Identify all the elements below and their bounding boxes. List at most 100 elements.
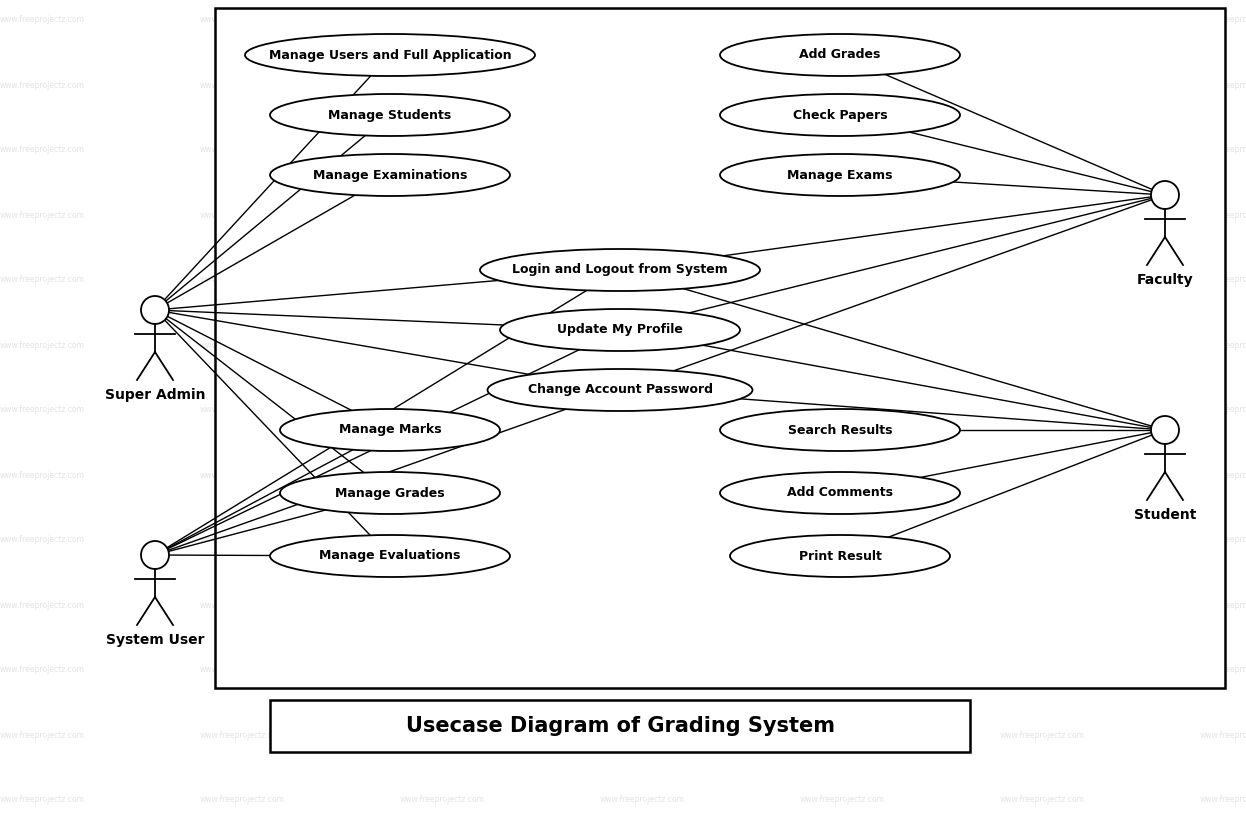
Text: www.freeprojectz.com: www.freeprojectz.com bbox=[800, 16, 885, 25]
Text: www.freeprojectz.com: www.freeprojectz.com bbox=[601, 80, 685, 89]
Text: www.freeprojectz.com: www.freeprojectz.com bbox=[601, 731, 685, 740]
Text: www.freeprojectz.com: www.freeprojectz.com bbox=[400, 16, 485, 25]
Text: www.freeprojectz.com: www.freeprojectz.com bbox=[601, 341, 685, 350]
Text: www.freeprojectz.com: www.freeprojectz.com bbox=[1001, 795, 1085, 804]
Text: Print Result: Print Result bbox=[799, 550, 881, 563]
Text: www.freeprojectz.com: www.freeprojectz.com bbox=[1200, 210, 1246, 219]
Text: www.freeprojectz.com: www.freeprojectz.com bbox=[400, 341, 485, 350]
Text: www.freeprojectz.com: www.freeprojectz.com bbox=[400, 146, 485, 155]
Text: www.freeprojectz.com: www.freeprojectz.com bbox=[800, 210, 885, 219]
Text: www.freeprojectz.com: www.freeprojectz.com bbox=[601, 470, 685, 479]
Text: www.freeprojectz.com: www.freeprojectz.com bbox=[1200, 795, 1246, 804]
Text: www.freeprojectz.com: www.freeprojectz.com bbox=[1200, 341, 1246, 350]
Text: www.freeprojectz.com: www.freeprojectz.com bbox=[0, 210, 85, 219]
Text: www.freeprojectz.com: www.freeprojectz.com bbox=[800, 731, 885, 740]
Text: www.freeprojectz.com: www.freeprojectz.com bbox=[201, 16, 285, 25]
Text: www.freeprojectz.com: www.freeprojectz.com bbox=[800, 275, 885, 284]
Text: www.freeprojectz.com: www.freeprojectz.com bbox=[400, 470, 485, 479]
Text: www.freeprojectz.com: www.freeprojectz.com bbox=[201, 210, 285, 219]
Text: www.freeprojectz.com: www.freeprojectz.com bbox=[201, 341, 285, 350]
Text: www.freeprojectz.com: www.freeprojectz.com bbox=[0, 80, 85, 89]
Text: Manage Exams: Manage Exams bbox=[787, 169, 892, 182]
Text: www.freeprojectz.com: www.freeprojectz.com bbox=[400, 275, 485, 284]
Text: www.freeprojectz.com: www.freeprojectz.com bbox=[1001, 536, 1085, 545]
Ellipse shape bbox=[270, 535, 510, 577]
Text: www.freeprojectz.com: www.freeprojectz.com bbox=[201, 666, 285, 675]
Text: www.freeprojectz.com: www.freeprojectz.com bbox=[1200, 275, 1246, 284]
Text: www.freeprojectz.com: www.freeprojectz.com bbox=[400, 210, 485, 219]
Ellipse shape bbox=[280, 472, 500, 514]
Text: www.freeprojectz.com: www.freeprojectz.com bbox=[601, 16, 685, 25]
Text: www.freeprojectz.com: www.freeprojectz.com bbox=[201, 536, 285, 545]
Text: Check Papers: Check Papers bbox=[792, 108, 887, 121]
Text: www.freeprojectz.com: www.freeprojectz.com bbox=[0, 666, 85, 675]
Text: Manage Evaluations: Manage Evaluations bbox=[319, 550, 461, 563]
Ellipse shape bbox=[270, 94, 510, 136]
Text: www.freeprojectz.com: www.freeprojectz.com bbox=[1200, 731, 1246, 740]
Text: Student: Student bbox=[1134, 508, 1196, 522]
Text: www.freeprojectz.com: www.freeprojectz.com bbox=[800, 405, 885, 414]
Text: Login and Logout from System: Login and Logout from System bbox=[512, 264, 728, 277]
Text: www.freeprojectz.com: www.freeprojectz.com bbox=[601, 666, 685, 675]
Text: www.freeprojectz.com: www.freeprojectz.com bbox=[601, 275, 685, 284]
Text: www.freeprojectz.com: www.freeprojectz.com bbox=[1200, 470, 1246, 479]
Text: www.freeprojectz.com: www.freeprojectz.com bbox=[201, 795, 285, 804]
Text: www.freeprojectz.com: www.freeprojectz.com bbox=[800, 666, 885, 675]
Text: Manage Examinations: Manage Examinations bbox=[313, 169, 467, 182]
Text: Add Comments: Add Comments bbox=[787, 486, 893, 500]
Text: www.freeprojectz.com: www.freeprojectz.com bbox=[800, 80, 885, 89]
Ellipse shape bbox=[720, 154, 959, 196]
Text: www.freeprojectz.com: www.freeprojectz.com bbox=[0, 536, 85, 545]
Text: System User: System User bbox=[106, 633, 204, 647]
Text: www.freeprojectz.com: www.freeprojectz.com bbox=[800, 146, 885, 155]
Text: www.freeprojectz.com: www.freeprojectz.com bbox=[1200, 146, 1246, 155]
Text: www.freeprojectz.com: www.freeprojectz.com bbox=[1001, 666, 1085, 675]
Text: www.freeprojectz.com: www.freeprojectz.com bbox=[1001, 405, 1085, 414]
Text: www.freeprojectz.com: www.freeprojectz.com bbox=[1200, 600, 1246, 609]
Ellipse shape bbox=[245, 34, 535, 76]
Ellipse shape bbox=[720, 34, 959, 76]
Text: www.freeprojectz.com: www.freeprojectz.com bbox=[800, 341, 885, 350]
Text: Update My Profile: Update My Profile bbox=[557, 324, 683, 337]
Text: www.freeprojectz.com: www.freeprojectz.com bbox=[1001, 600, 1085, 609]
Text: www.freeprojectz.com: www.freeprojectz.com bbox=[400, 666, 485, 675]
Circle shape bbox=[1151, 181, 1179, 209]
Text: www.freeprojectz.com: www.freeprojectz.com bbox=[0, 405, 85, 414]
Text: www.freeprojectz.com: www.freeprojectz.com bbox=[1200, 405, 1246, 414]
Text: Manage Students: Manage Students bbox=[329, 108, 451, 121]
Text: www.freeprojectz.com: www.freeprojectz.com bbox=[0, 275, 85, 284]
Text: www.freeprojectz.com: www.freeprojectz.com bbox=[0, 470, 85, 479]
Text: www.freeprojectz.com: www.freeprojectz.com bbox=[800, 600, 885, 609]
Text: www.freeprojectz.com: www.freeprojectz.com bbox=[201, 470, 285, 479]
Bar bbox=[270, 700, 969, 752]
Text: Search Results: Search Results bbox=[787, 423, 892, 437]
Text: www.freeprojectz.com: www.freeprojectz.com bbox=[0, 731, 85, 740]
Text: www.freeprojectz.com: www.freeprojectz.com bbox=[400, 536, 485, 545]
Text: www.freeprojectz.com: www.freeprojectz.com bbox=[601, 146, 685, 155]
Text: www.freeprojectz.com: www.freeprojectz.com bbox=[0, 341, 85, 350]
Ellipse shape bbox=[270, 154, 510, 196]
Ellipse shape bbox=[720, 472, 959, 514]
Text: www.freeprojectz.com: www.freeprojectz.com bbox=[400, 731, 485, 740]
Text: www.freeprojectz.com: www.freeprojectz.com bbox=[0, 16, 85, 25]
Text: www.freeprojectz.com: www.freeprojectz.com bbox=[0, 795, 85, 804]
Text: www.freeprojectz.com: www.freeprojectz.com bbox=[1200, 666, 1246, 675]
Circle shape bbox=[141, 296, 169, 324]
Text: www.freeprojectz.com: www.freeprojectz.com bbox=[1001, 470, 1085, 479]
Text: www.freeprojectz.com: www.freeprojectz.com bbox=[201, 275, 285, 284]
Text: www.freeprojectz.com: www.freeprojectz.com bbox=[1001, 16, 1085, 25]
Text: www.freeprojectz.com: www.freeprojectz.com bbox=[800, 536, 885, 545]
Ellipse shape bbox=[720, 409, 959, 451]
Bar bbox=[216, 8, 1225, 688]
Text: Manage Users and Full Application: Manage Users and Full Application bbox=[269, 48, 511, 61]
Text: www.freeprojectz.com: www.freeprojectz.com bbox=[1200, 536, 1246, 545]
Text: Usecase Diagram of Grading System: Usecase Diagram of Grading System bbox=[405, 716, 835, 736]
Text: www.freeprojectz.com: www.freeprojectz.com bbox=[201, 731, 285, 740]
Text: Manage Grades: Manage Grades bbox=[335, 486, 445, 500]
Text: www.freeprojectz.com: www.freeprojectz.com bbox=[400, 795, 485, 804]
Text: www.freeprojectz.com: www.freeprojectz.com bbox=[601, 210, 685, 219]
Text: www.freeprojectz.com: www.freeprojectz.com bbox=[601, 405, 685, 414]
Text: www.freeprojectz.com: www.freeprojectz.com bbox=[800, 795, 885, 804]
Text: www.freeprojectz.com: www.freeprojectz.com bbox=[201, 146, 285, 155]
Text: www.freeprojectz.com: www.freeprojectz.com bbox=[400, 405, 485, 414]
